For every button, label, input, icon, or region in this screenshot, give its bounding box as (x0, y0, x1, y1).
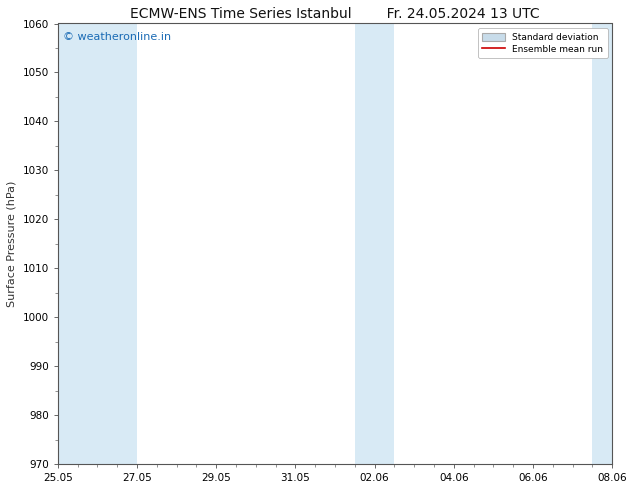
Bar (58, 24, 137, 464)
Bar (355, 24, 394, 464)
Legend: Standard deviation, Ensemble mean run: Standard deviation, Ensemble mean run (478, 28, 608, 58)
Text: © weatheronline.in: © weatheronline.in (63, 32, 171, 42)
Y-axis label: Surface Pressure (hPa): Surface Pressure (hPa) (7, 181, 17, 307)
Bar (592, 24, 612, 464)
Title: ECMW-ENS Time Series Istanbul        Fr. 24.05.2024 13 UTC: ECMW-ENS Time Series Istanbul Fr. 24.05.… (130, 7, 540, 21)
